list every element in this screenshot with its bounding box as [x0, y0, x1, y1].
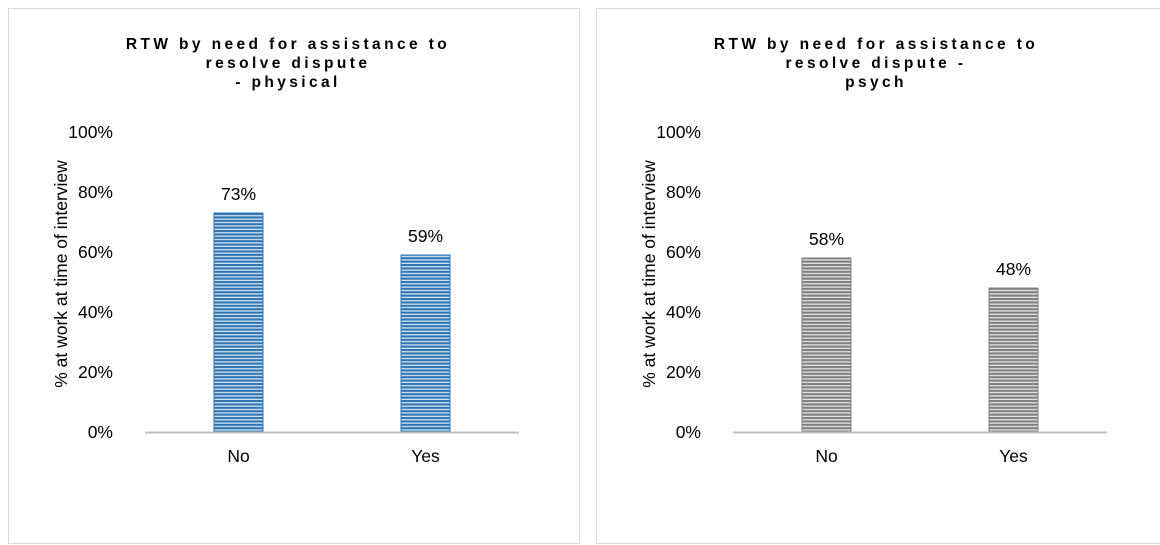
chart-title: RTW by need for assistance to resolve di…	[125, 36, 451, 91]
bar-no	[801, 257, 852, 433]
y-axis-label: % at work at time of interview	[639, 160, 659, 388]
y-tick-label: 0%	[88, 422, 113, 442]
y-tick-label: 60%	[78, 242, 113, 262]
y-tick-label: 40%	[666, 302, 701, 322]
chart-title: RTW by need for assistance to resolve di…	[713, 36, 1039, 91]
y-axis-label: % at work at time of interview	[51, 160, 71, 388]
data-label: 73%	[221, 184, 256, 204]
y-tick-label: 60%	[666, 242, 701, 262]
x-tick-label: Yes	[999, 446, 1028, 466]
y-tick-label: 40%	[78, 302, 113, 322]
x-tick-label: Yes	[411, 446, 440, 466]
y-tick-label: 100%	[656, 122, 701, 142]
bar-chart-psych: % at work at time of interview 0% 20% 40% 60…	[639, 122, 1107, 466]
data-label: 58%	[809, 229, 844, 249]
chart-panel-psych: RTW by need for assistance to resolve di…	[596, 8, 1160, 544]
chart-panel-physical: RTW by need for assistance to resolve di…	[8, 8, 580, 544]
y-tick-label: 20%	[78, 362, 113, 382]
y-tick-label: 100%	[68, 122, 113, 142]
bar-yes	[988, 287, 1039, 433]
bar-yes	[400, 254, 451, 433]
x-tick-label: No	[815, 446, 837, 466]
data-label: 48%	[996, 259, 1031, 279]
bar-chart-physical: % at work at time of interview 0% 20% 40% 60…	[51, 122, 519, 466]
x-tick-label: No	[227, 446, 249, 466]
y-tick-label: 20%	[666, 362, 701, 382]
data-label: 59%	[408, 226, 443, 246]
y-tick-label: 0%	[676, 422, 701, 442]
y-tick-label: 80%	[666, 182, 701, 202]
bar-no	[213, 212, 264, 433]
y-tick-label: 80%	[78, 182, 113, 202]
